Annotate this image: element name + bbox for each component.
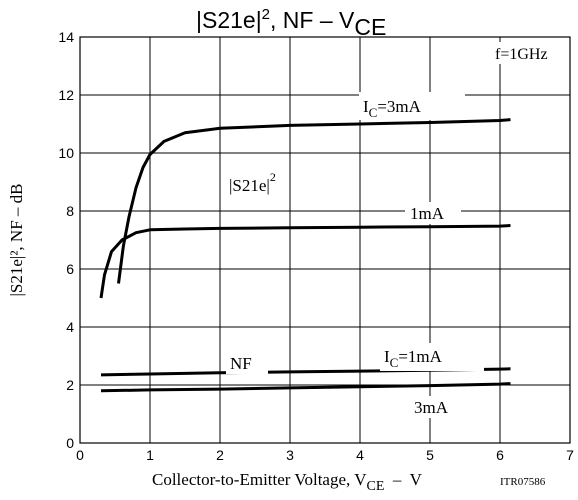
chart-title: |S21e|2, NF – VCE	[196, 6, 386, 40]
ic3-gain-label: IC=3mA	[363, 97, 422, 120]
condition-label-bg	[490, 42, 566, 64]
nf-label-bg	[226, 352, 268, 374]
y-tick-label: 8	[66, 203, 74, 219]
ic1-gain-label-bg	[405, 202, 461, 224]
ic3-nf-label: 3mA	[414, 398, 449, 417]
series-line-2	[99, 224, 511, 299]
axis-ticks	[79, 36, 571, 444]
grid	[80, 37, 570, 443]
x-axis-label: Collector-to-Emitter Voltage, VCE – V	[152, 470, 423, 494]
ic3-nf-label-bg	[409, 396, 465, 418]
series-lines	[99, 118, 511, 393]
y-tick-label: 4	[66, 319, 74, 335]
y-axis-label: |S21e|², NF – dB	[7, 184, 26, 297]
series-line-3	[100, 367, 511, 377]
x-tick-label: 3	[286, 447, 294, 463]
figure-code: ITR07586	[500, 476, 546, 488]
x-tick-labels: 0 1 2 3 4 5 6 7	[76, 447, 574, 463]
condition-label: f=1GHz	[495, 46, 548, 63]
series-line-4	[100, 382, 511, 393]
y-tick-labels: 0 2 4 6 8 10 12 14	[58, 29, 74, 451]
series-line-1	[117, 118, 511, 284]
ic1-gain-label: 1mA	[410, 204, 445, 223]
y-tick-label: 6	[66, 261, 74, 277]
ic3-label-bg	[359, 92, 465, 120]
ic1-nf-label-bg	[380, 343, 484, 371]
plot-frame	[79, 36, 571, 444]
y-tick-label: 0	[66, 435, 74, 451]
ic1-nf-label: IC=1mA	[384, 347, 443, 370]
nf-label: NF	[230, 354, 252, 373]
x-tick-label: 2	[216, 447, 224, 463]
x-tick-label: 0	[76, 447, 84, 463]
s21e-label: |S21e|2	[229, 170, 276, 195]
x-tick-label: 5	[426, 447, 434, 463]
y-tick-label: 2	[66, 377, 74, 393]
y-tick-label: 10	[58, 145, 74, 161]
x-tick-label: 4	[356, 447, 364, 463]
x-tick-label: 6	[496, 447, 504, 463]
x-tick-label: 7	[566, 447, 574, 463]
x-tick-label: 1	[146, 447, 154, 463]
y-tick-label: 14	[58, 29, 74, 45]
y-tick-label: 12	[58, 87, 74, 103]
